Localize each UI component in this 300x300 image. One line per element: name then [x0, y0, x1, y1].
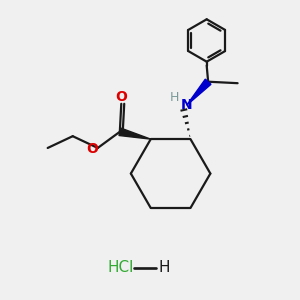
- Text: O: O: [86, 142, 98, 156]
- Polygon shape: [187, 79, 211, 105]
- Text: O: O: [116, 90, 127, 104]
- Polygon shape: [119, 128, 151, 139]
- Text: HCl: HCl: [107, 260, 134, 275]
- Text: H: H: [159, 260, 170, 275]
- Text: H: H: [170, 91, 180, 104]
- Text: N: N: [181, 98, 193, 112]
